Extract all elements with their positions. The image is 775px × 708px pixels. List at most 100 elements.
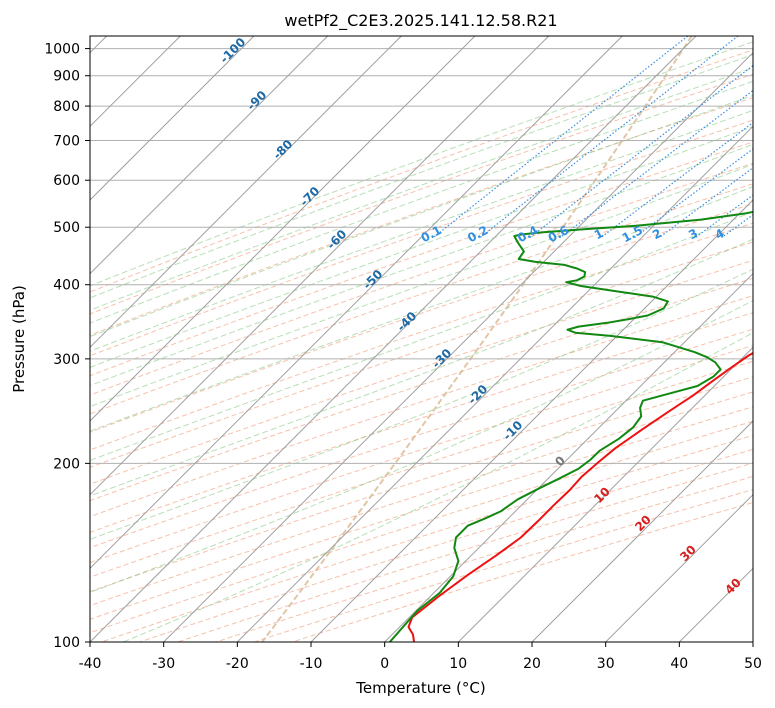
y-tick-label: 1000 <box>44 42 80 58</box>
x-tick-label: -10 <box>300 656 323 672</box>
moist-adiabat <box>90 54 753 299</box>
isotherm-label: -60 <box>324 227 349 252</box>
dry-adiabat <box>90 97 753 336</box>
plot-area: -100 -90 -80 -70 -60 -50 -40 -30 -20 -10… <box>90 36 775 642</box>
isotherm-line <box>90 36 255 201</box>
x-tick-label: -20 <box>226 656 249 672</box>
mixing-ratio-lines <box>432 36 775 239</box>
moist-adiabat <box>90 126 753 368</box>
dry-adiabat <box>254 489 753 642</box>
moist-adiabat <box>90 210 753 461</box>
mixing-ratio-line <box>432 36 689 239</box>
mixing-ratio-line <box>658 167 753 239</box>
dry-adiabat <box>215 475 753 642</box>
dry-adiabat <box>101 434 753 642</box>
dry-adiabat <box>90 141 753 377</box>
x-tick-label: 10 <box>449 656 467 672</box>
dry-adiabat <box>90 222 753 451</box>
dry-adiabat <box>90 391 753 607</box>
dry-adiabat <box>90 277 753 502</box>
moist-adiabat <box>90 94 753 338</box>
chart-title: wetPf2_C2E3.2025.141.12.58.R21 <box>284 11 557 31</box>
dry-adiabat <box>90 162 753 396</box>
y-tick-label: 400 <box>53 278 80 294</box>
mixing-ratio-label: 0.4 <box>515 223 540 245</box>
x-axis-ticks: -40 -30 -20 -10 0 10 20 30 40 50 <box>79 642 762 672</box>
y-tick-label: 300 <box>53 352 80 368</box>
isotherm-line <box>457 346 753 642</box>
moist-adiabat <box>90 163 753 408</box>
x-tick-label: 40 <box>670 656 688 672</box>
moist-adiabat <box>123 332 753 642</box>
dry-adiabat <box>177 462 753 642</box>
isotherm-line <box>163 51 753 642</box>
mixing-ratio-line <box>600 121 753 239</box>
isotherm-label: -10 <box>500 418 525 443</box>
y-tick-label: 700 <box>53 134 80 150</box>
x-tick-label: 30 <box>597 656 615 672</box>
isotherm-line <box>236 125 753 642</box>
mixing-ratio-line <box>694 194 753 239</box>
dry-adiabat <box>90 259 753 485</box>
isotherm-line <box>752 641 753 642</box>
y-tick-label: 900 <box>53 69 80 85</box>
moist-adiabat <box>90 186 753 432</box>
x-tick-label: -30 <box>152 656 175 672</box>
mixing-ratio-line <box>529 64 753 239</box>
dry-adiabat <box>90 312 753 533</box>
isotherm-label: -90 <box>244 88 269 113</box>
moist-adiabat <box>90 80 753 324</box>
isotherm-line <box>90 36 623 570</box>
x-axis-title: Temperature (°C) <box>355 679 485 697</box>
dry-adiabat <box>90 328 753 549</box>
mixing-ratio-label: 0.6 <box>546 223 571 245</box>
isotherm-line <box>310 199 753 642</box>
isotherm-line <box>90 36 329 275</box>
y-axis-title: Pressure (hPa) <box>10 285 28 393</box>
dry-adiabat <box>90 360 753 578</box>
isotherm-line <box>531 420 753 642</box>
dry-adiabat <box>90 376 753 593</box>
temperature-profile <box>407 351 753 642</box>
dry-adiabat <box>90 73 753 315</box>
isotherm-label: -20 <box>465 382 490 407</box>
mixing-ratio-line <box>721 213 753 239</box>
x-tick-label: 20 <box>523 656 541 672</box>
mixing-ratio-line <box>633 148 753 239</box>
dry-adiabat <box>90 344 753 564</box>
isotherm-line <box>90 36 550 496</box>
x-tick-label: 0 <box>380 656 389 672</box>
reference-curve <box>261 36 693 642</box>
mixing-ratio-label: 2 <box>650 226 664 242</box>
y-tick-label: 600 <box>53 173 80 189</box>
x-tick-label: -40 <box>79 656 102 672</box>
y-tick-label: 800 <box>53 99 80 115</box>
y-tick-label: 100 <box>53 635 80 651</box>
moist-adiabat <box>90 238 753 497</box>
dry-adiabat <box>90 119 753 357</box>
mixing-ratio-line <box>760 36 775 238</box>
isotherm-line <box>90 36 476 422</box>
moist-adiabat <box>90 268 753 540</box>
mixing-ratio-line <box>559 89 753 239</box>
isotherm-line <box>90 36 697 642</box>
moist-adiabat <box>90 67 753 311</box>
dry-adiabat <box>90 183 753 415</box>
isotherm-label: 10 <box>591 484 613 506</box>
dry-adiabat <box>90 49 753 293</box>
isotherm-label: -30 <box>429 346 454 371</box>
dry-adiabat <box>90 295 753 518</box>
dry-adiabat <box>139 448 753 642</box>
dewpoint-profile <box>389 210 753 642</box>
dry-adiabat <box>90 203 753 433</box>
moist-adiabat <box>90 41 753 287</box>
isotherm-line <box>384 272 753 642</box>
isotherm-line <box>605 493 753 642</box>
dry-adiabat <box>292 501 753 642</box>
isotherm-lines <box>90 36 753 642</box>
profile-series <box>389 210 753 642</box>
y-axis-ticks: 1000 900 800 700 600 500 400 300 200 100 <box>44 42 90 651</box>
isotherm-line <box>90 36 402 349</box>
dry-adiabat <box>90 241 753 468</box>
